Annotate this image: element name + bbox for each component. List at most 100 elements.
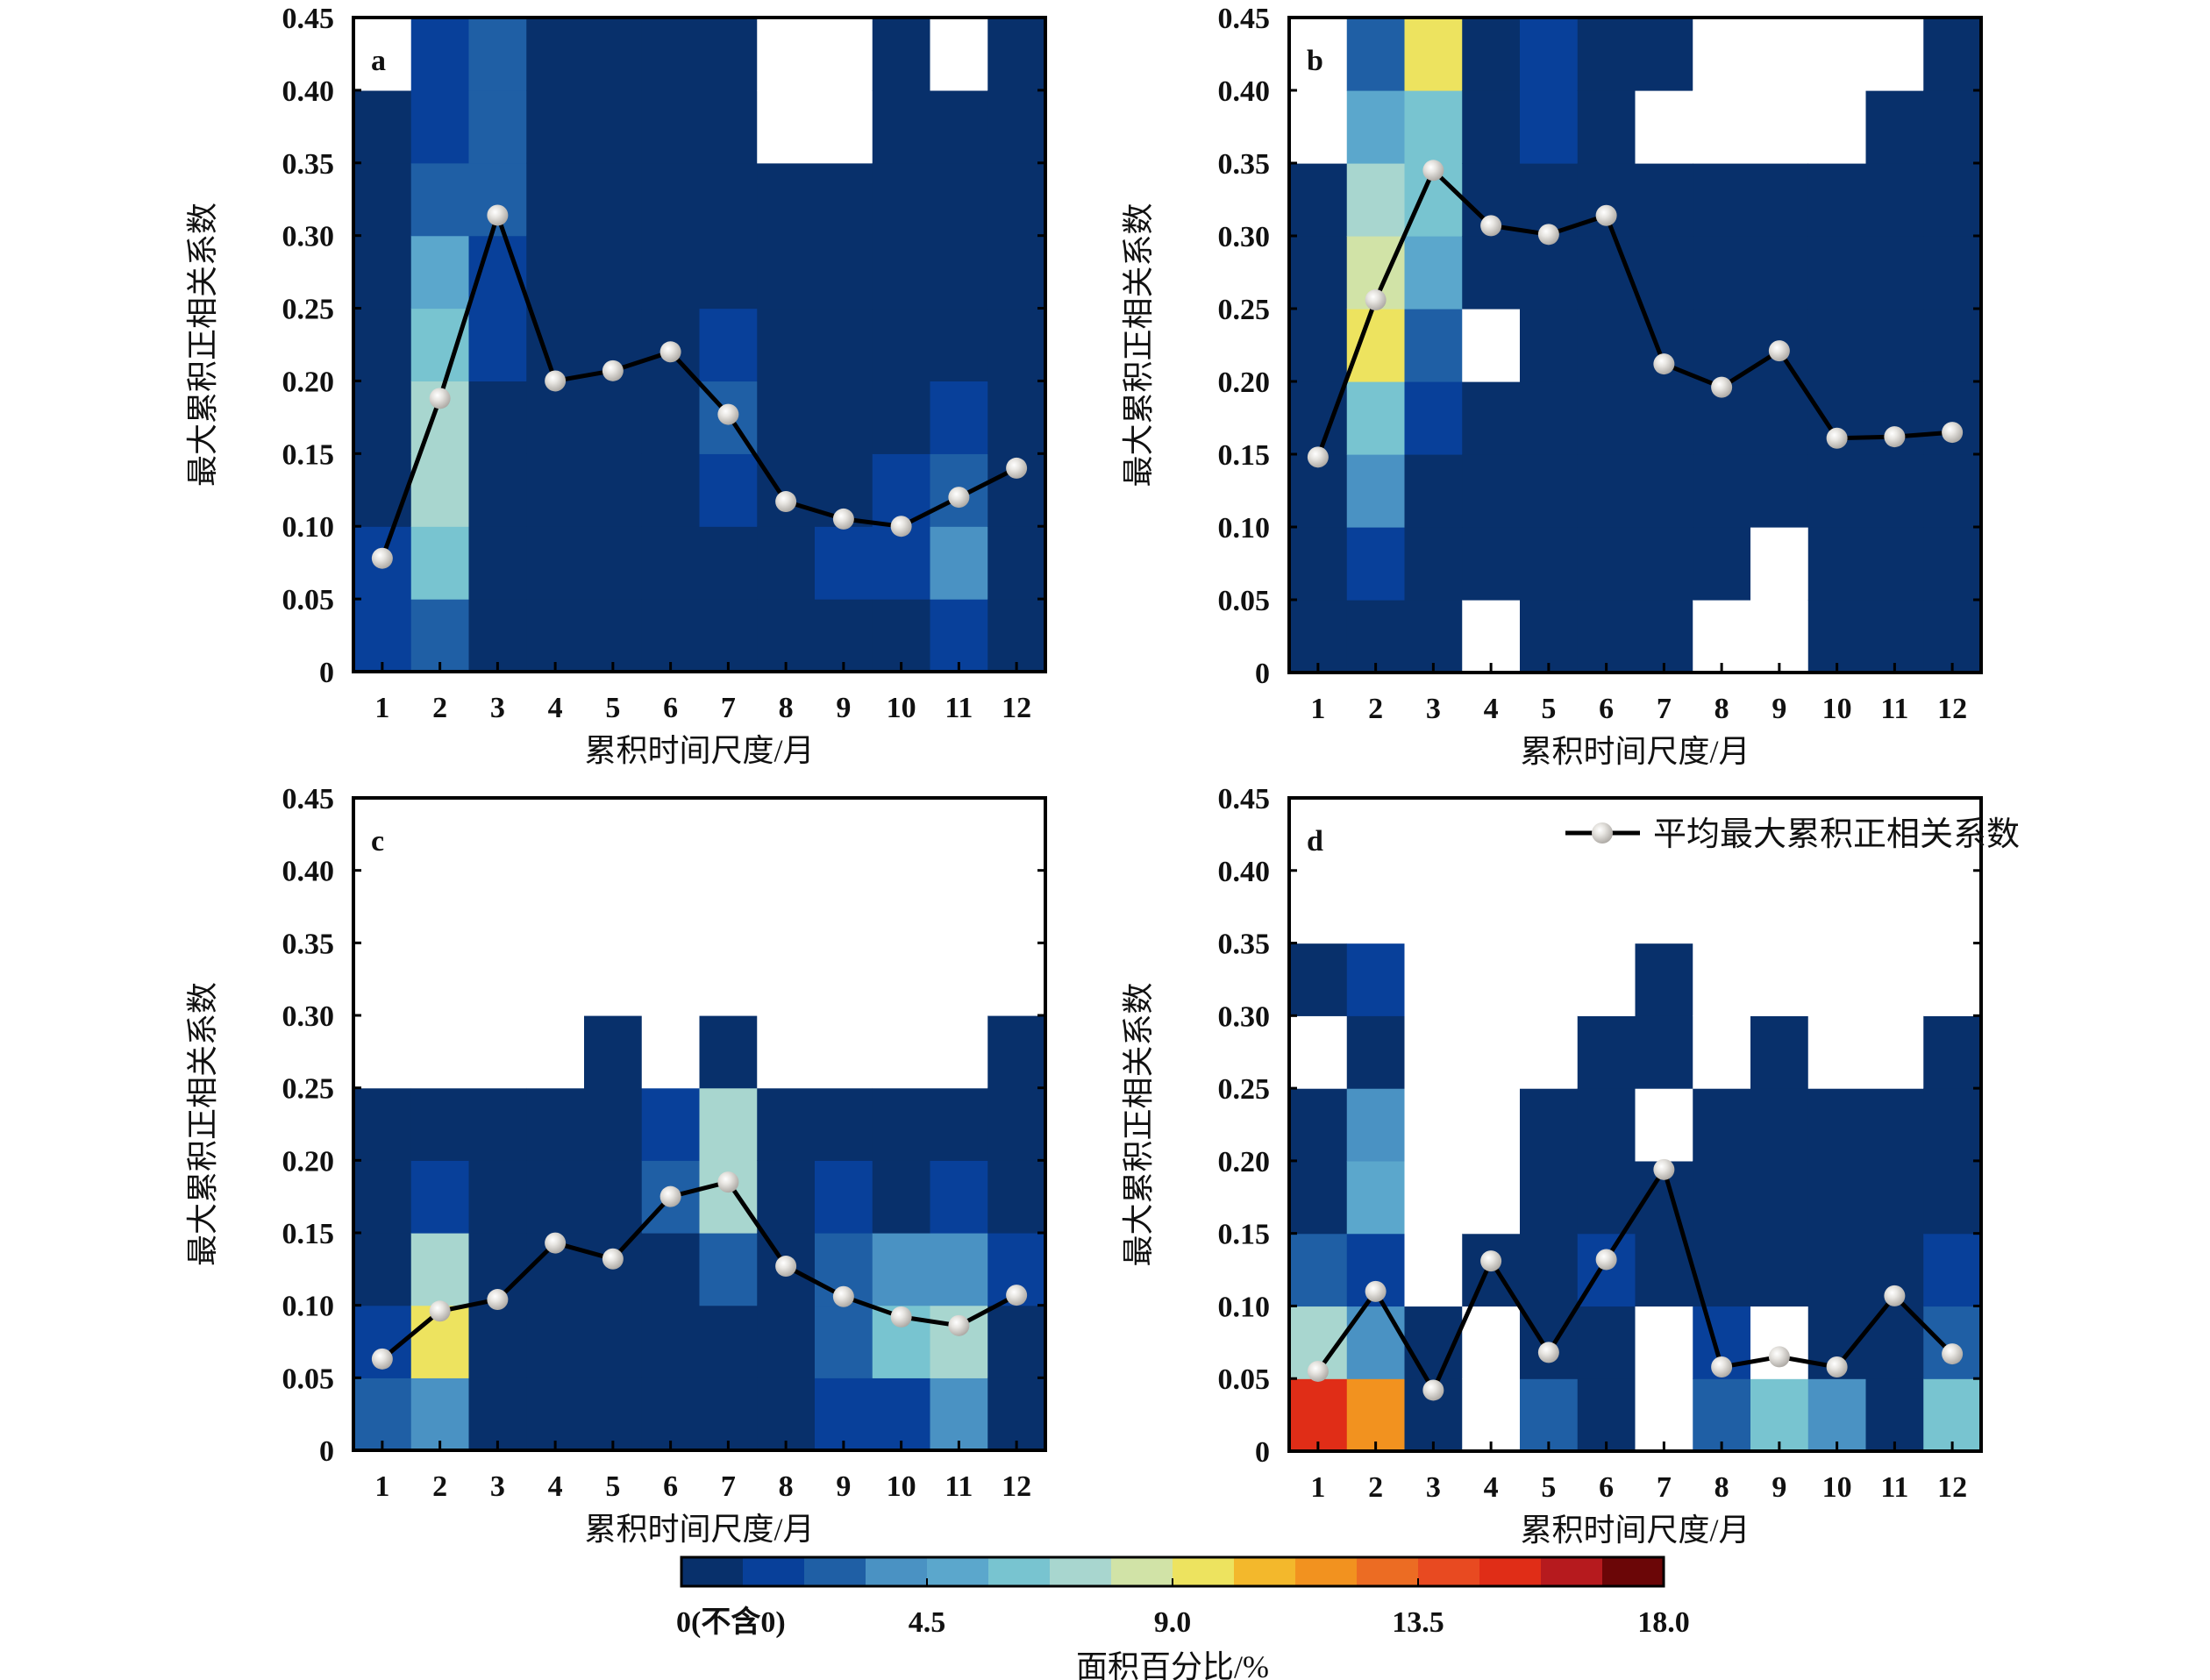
heatmap-cell bbox=[353, 308, 412, 382]
data-point bbox=[775, 1256, 797, 1278]
x-tick-label: 5 bbox=[1541, 1471, 1556, 1504]
data-point bbox=[948, 487, 970, 509]
heatmap-cell bbox=[872, 381, 931, 454]
heatmap-cell bbox=[815, 1377, 873, 1451]
heatmap-cell bbox=[353, 89, 412, 164]
data-point bbox=[1006, 457, 1028, 479]
y-tick-label: 0.25 bbox=[282, 1073, 335, 1106]
heatmap-cell bbox=[1807, 798, 1867, 872]
heatmap-cell bbox=[1577, 18, 1636, 91]
y-tick-label: 0.35 bbox=[282, 148, 335, 181]
heatmap-cell bbox=[1750, 1088, 1809, 1162]
heatmap-cell bbox=[1462, 870, 1521, 944]
heatmap-cell bbox=[1346, 527, 1406, 601]
y-tick-label: 0.25 bbox=[282, 294, 335, 326]
heatmap-cell bbox=[1807, 527, 1867, 601]
heatmap-cell bbox=[930, 235, 988, 310]
heatmap-cell bbox=[468, 1377, 527, 1451]
colorbar-swatch bbox=[1602, 1557, 1665, 1586]
heatmap-cell bbox=[930, 381, 988, 454]
y-tick-label: 0.30 bbox=[1218, 1000, 1271, 1033]
data-point bbox=[1768, 1346, 1790, 1368]
heatmap-cell bbox=[1346, 943, 1406, 1016]
y-tick-label: 0.15 bbox=[282, 438, 335, 471]
heatmap-cell bbox=[699, 870, 758, 943]
x-tick-label: 5 bbox=[1541, 693, 1556, 725]
heatmap-cell bbox=[1923, 90, 1982, 164]
plot-frame bbox=[352, 16, 1047, 673]
heatmap-cell bbox=[641, 943, 701, 1016]
heatmap-cell bbox=[1923, 236, 1982, 310]
heatmap-cell bbox=[1462, 600, 1521, 673]
x-tick-label: 7 bbox=[721, 1470, 736, 1503]
heatmap-cell bbox=[410, 89, 470, 164]
heatmap-cell bbox=[1520, 1378, 1579, 1452]
heatmap-cell bbox=[1520, 1015, 1579, 1089]
heatmap-cell bbox=[410, 1015, 470, 1089]
heatmap-cell bbox=[757, 89, 816, 164]
heatmap-cell bbox=[987, 870, 1046, 943]
x-tick-label: 7 bbox=[721, 692, 736, 724]
heatmap-cell bbox=[1577, 600, 1636, 673]
heatmap-cell bbox=[1750, 1233, 1809, 1307]
data-point bbox=[545, 370, 567, 392]
heatmap-cell bbox=[641, 89, 701, 164]
heatmap-cell bbox=[584, 1015, 643, 1089]
data-point bbox=[371, 1348, 393, 1370]
heatmap-cell bbox=[1577, 870, 1636, 944]
heatmap-cell bbox=[1635, 1088, 1693, 1162]
heatmap-cell bbox=[987, 381, 1046, 454]
heatmap-cell bbox=[584, 1160, 643, 1234]
heatmap-cell bbox=[1346, 1015, 1406, 1089]
heatmap-cell bbox=[757, 1305, 816, 1378]
heatmap-cell bbox=[1923, 309, 1982, 382]
heatmap-cell bbox=[410, 308, 470, 382]
heatmap-cell bbox=[815, 1160, 873, 1234]
data-point bbox=[1422, 160, 1444, 182]
x-tick-label: 2 bbox=[432, 1470, 447, 1503]
data-point bbox=[1365, 1280, 1387, 1302]
heatmap-cell bbox=[1807, 454, 1867, 528]
x-tick-label: 8 bbox=[779, 1470, 794, 1503]
y-tick-label: 0 bbox=[319, 657, 334, 689]
heatmap-cell bbox=[757, 798, 816, 872]
heatmap-cell bbox=[1635, 90, 1693, 164]
heatmap-cell bbox=[1865, 236, 1924, 310]
heatmap-cell bbox=[584, 453, 643, 527]
heatmap-cell bbox=[1865, 1378, 1924, 1452]
heatmap-cell bbox=[1750, 600, 1809, 673]
heatmap-cell bbox=[1693, 1378, 1751, 1452]
heatmap-cell bbox=[815, 798, 873, 872]
heatmap-cell bbox=[1807, 309, 1867, 382]
plot-frame bbox=[1287, 16, 1983, 674]
heatmap-cell bbox=[526, 870, 585, 943]
heatmap-cell bbox=[1462, 1160, 1521, 1235]
x-tick-label: 3 bbox=[1426, 693, 1441, 725]
colorbar-swatch bbox=[1479, 1557, 1542, 1586]
heatmap-cell bbox=[987, 1160, 1046, 1234]
y-tick-label: 0.45 bbox=[1218, 3, 1271, 35]
heatmap-cell bbox=[872, 798, 931, 872]
heatmap-cell bbox=[930, 1087, 988, 1161]
heatmap-cell bbox=[757, 943, 816, 1016]
data-point bbox=[1711, 1356, 1733, 1377]
panel-c: 00.050.100.150.200.250.300.350.400.451 2 3… bbox=[185, 783, 1047, 1547]
heatmap-cell bbox=[1750, 454, 1809, 528]
x-tick-label: 10 bbox=[1822, 693, 1852, 725]
y-tick-label: 0.20 bbox=[282, 1145, 335, 1178]
heatmap-cell bbox=[1923, 527, 1982, 601]
heatmap-cell bbox=[584, 162, 643, 237]
heatmap-cell bbox=[353, 235, 412, 310]
heatmap-cell bbox=[930, 870, 988, 943]
heatmap-cell bbox=[987, 89, 1046, 164]
colorbar-swatch bbox=[866, 1557, 928, 1586]
heatmap-cell bbox=[410, 798, 470, 872]
data-point bbox=[1006, 1285, 1028, 1306]
heatmap-cell bbox=[526, 162, 585, 237]
heatmap-cell bbox=[526, 1015, 585, 1089]
colorbar-swatch bbox=[1418, 1557, 1480, 1586]
heatmap-cell bbox=[930, 1015, 988, 1089]
heatmap-cell bbox=[526, 1377, 585, 1451]
heatmap-cell bbox=[1693, 309, 1751, 382]
